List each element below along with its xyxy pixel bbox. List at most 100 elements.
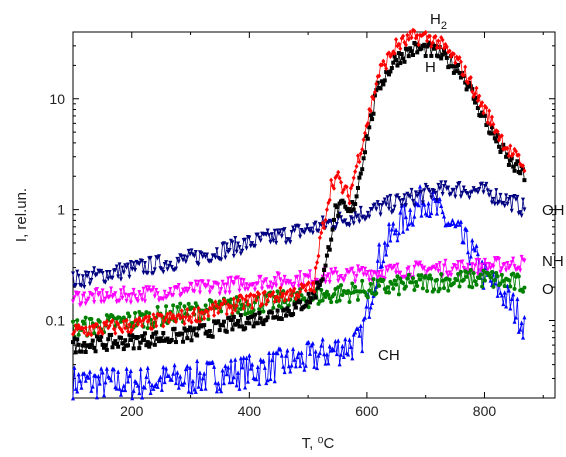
data-point — [126, 379, 131, 384]
data-point — [224, 329, 229, 334]
data-point — [343, 218, 348, 223]
data-point — [329, 237, 334, 242]
data-point — [357, 219, 362, 224]
data-point — [203, 386, 208, 391]
data-point — [353, 279, 358, 285]
data-point — [334, 222, 339, 227]
data-point — [227, 315, 232, 320]
data-point — [382, 62, 387, 68]
data-point — [281, 289, 286, 294]
data-point — [164, 366, 169, 371]
data-point — [260, 286, 265, 292]
x-tick-label: 600 — [355, 403, 379, 419]
data-point — [394, 227, 399, 233]
data-point — [387, 206, 392, 212]
data-point — [90, 384, 95, 389]
data-point — [276, 272, 281, 277]
data-point — [485, 188, 490, 193]
data-point — [245, 301, 250, 307]
data-point — [347, 207, 352, 212]
data-point — [434, 263, 439, 268]
data-point — [367, 125, 372, 130]
data-point — [339, 352, 344, 357]
data-point — [495, 274, 500, 279]
data-point — [394, 282, 399, 287]
data-point — [466, 262, 471, 268]
data-point — [252, 312, 257, 317]
data-point — [372, 93, 377, 98]
data-point — [353, 284, 358, 289]
data-point — [351, 271, 356, 276]
data-point — [147, 314, 152, 320]
data-point — [100, 330, 105, 336]
data-point — [487, 193, 492, 198]
data-point — [121, 285, 126, 291]
data-point — [116, 369, 121, 374]
data-point — [207, 290, 212, 295]
data-point — [433, 266, 438, 272]
data-point — [103, 296, 108, 302]
data-point — [221, 380, 226, 386]
data-point — [336, 278, 341, 284]
data-point — [344, 206, 349, 211]
data-point — [279, 234, 284, 239]
data-point — [343, 274, 348, 279]
data-point — [247, 321, 252, 326]
data-point — [229, 358, 234, 363]
data-point — [282, 298, 287, 304]
data-point — [450, 217, 455, 223]
data-point — [140, 323, 145, 329]
data-point — [361, 156, 366, 161]
data-point — [312, 364, 317, 369]
data-point — [71, 395, 75, 401]
data-point — [489, 125, 494, 130]
data-point — [99, 299, 104, 305]
data-point — [409, 187, 414, 193]
data-point — [391, 208, 396, 214]
data-point — [488, 265, 493, 271]
data-point — [327, 197, 332, 203]
data-point — [236, 241, 241, 247]
data-point — [454, 69, 459, 74]
data-point — [243, 326, 248, 331]
data-point — [460, 259, 465, 264]
data-point — [444, 270, 449, 276]
data-point — [347, 223, 352, 228]
data-point — [357, 333, 362, 338]
data-point — [159, 313, 164, 319]
data-point — [392, 204, 397, 210]
data-point — [223, 255, 228, 261]
data-point — [96, 373, 101, 379]
data-point — [382, 78, 387, 83]
data-point — [501, 278, 506, 283]
data-point — [432, 287, 437, 292]
data-point — [82, 340, 87, 345]
data-point — [466, 191, 471, 197]
data-point — [495, 129, 500, 135]
data-point — [449, 221, 454, 226]
data-point — [192, 289, 197, 294]
data-point — [87, 281, 92, 287]
data-point — [437, 45, 442, 51]
data-point — [522, 258, 527, 264]
data-point — [320, 336, 325, 342]
data-point — [106, 276, 111, 282]
data-point — [200, 279, 205, 285]
data-point — [158, 374, 163, 380]
data-point — [433, 43, 438, 48]
data-point — [458, 75, 463, 80]
data-point — [451, 281, 456, 286]
data-point — [75, 326, 80, 332]
data-point — [230, 310, 235, 316]
data-point — [286, 237, 291, 242]
data-point — [271, 350, 276, 356]
data-point — [159, 338, 164, 343]
data-point — [154, 381, 159, 386]
data-point — [415, 284, 420, 289]
data-point — [124, 298, 129, 304]
data-point — [271, 282, 276, 287]
data-point — [473, 91, 478, 97]
data-point — [117, 262, 122, 267]
data-point — [240, 295, 245, 301]
data-point — [216, 282, 221, 288]
